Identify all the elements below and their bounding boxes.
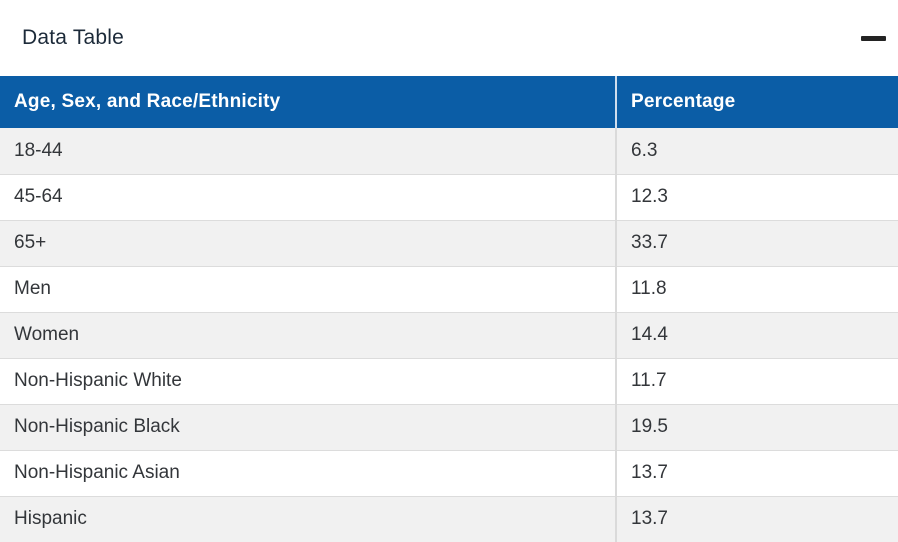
row-percentage-cell: 11.8 <box>615 265 898 312</box>
table-row: 45-64 12.3 <box>0 173 898 220</box>
row-category-cell: 65+ <box>0 219 616 266</box>
row-percentage-cell: 12.3 <box>615 173 898 220</box>
table-body: 18-44 6.3 45-64 12.3 65+ 33.7 Men 11.8 Women 14.4… <box>0 128 898 542</box>
table-row: Non-Hispanic Black 19.5 <box>0 403 898 450</box>
row-category-cell: Non-Hispanic White <box>0 357 616 404</box>
row-percentage-cell: 6.3 <box>615 128 898 174</box>
row-category-cell: Non-Hispanic Asian <box>0 449 616 496</box>
table-row: 18-44 6.3 <box>0 128 898 174</box>
row-category-cell: Women <box>0 311 616 358</box>
table-row: Men 11.8 <box>0 265 898 312</box>
column-header-percentage: Percentage <box>615 76 898 128</box>
row-category-cell: 18-44 <box>0 128 616 174</box>
panel-header: Data Table <box>0 0 898 76</box>
row-percentage-cell: 14.4 <box>615 311 898 358</box>
row-percentage-cell: 19.5 <box>615 403 898 450</box>
minus-icon <box>861 35 886 41</box>
table-row: Non-Hispanic White 11.7 <box>0 357 898 404</box>
row-category-cell: Hispanic <box>0 495 616 542</box>
row-category-cell: Men <box>0 265 616 312</box>
collapse-button[interactable] <box>850 24 886 52</box>
row-percentage-cell: 13.7 <box>615 495 898 542</box>
row-percentage-cell: 13.7 <box>615 449 898 496</box>
data-table: Age, Sex, and Race/Ethnicity Percentage … <box>0 76 898 542</box>
panel-title: Data Table <box>22 26 125 49</box>
header-row: Age, Sex, and Race/Ethnicity Percentage <box>0 76 898 128</box>
row-category-cell: Non-Hispanic Black <box>0 403 616 450</box>
table-header: Age, Sex, and Race/Ethnicity Percentage <box>0 76 898 128</box>
table-row: Women 14.4 <box>0 311 898 358</box>
table-row: Non-Hispanic Asian 13.7 <box>0 449 898 496</box>
row-percentage-cell: 11.7 <box>615 357 898 404</box>
row-category-cell: 45-64 <box>0 173 616 220</box>
row-percentage-cell: 33.7 <box>615 219 898 266</box>
table-row: Hispanic 13.7 <box>0 495 898 542</box>
table-row: 65+ 33.7 <box>0 219 898 266</box>
column-header-category: Age, Sex, and Race/Ethnicity <box>0 76 616 128</box>
